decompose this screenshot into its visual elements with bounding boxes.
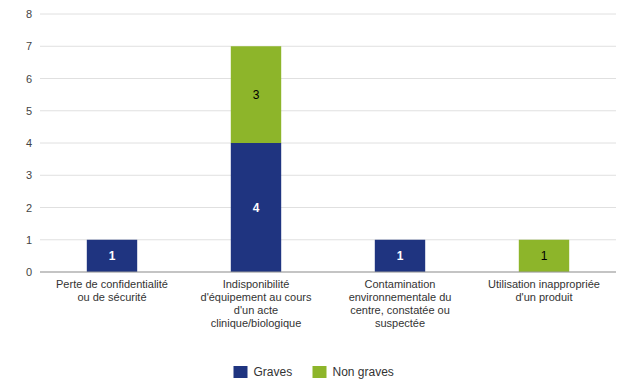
bar-segment <box>375 240 425 272</box>
y-axis: 0 1 2 3 4 5 6 7 8 <box>26 8 32 278</box>
chart-svg: 0 1 2 3 4 5 6 7 8 1 4 1 3 1 Perte de confidentialitéou… <box>0 0 631 392</box>
x-tick-label: Indisponibilitéd'équipement au coursd'un… <box>201 278 312 329</box>
grid-line <box>40 14 616 15</box>
x-tick-label: Contaminationenvironnementale ducentre, … <box>349 278 452 329</box>
data-label: 1 <box>109 249 116 263</box>
grid-line <box>40 46 616 47</box>
bars <box>87 46 569 272</box>
y-tick-label: 3 <box>26 169 32 181</box>
y-tick-label: 7 <box>26 40 32 52</box>
y-tick-label: 6 <box>26 73 32 85</box>
legend-label: Non graves <box>333 365 394 379</box>
x-axis: Perte de confidentialitéou de sécurité In… <box>56 278 600 329</box>
y-tick-label: 0 <box>26 266 32 278</box>
grid-line <box>40 207 616 208</box>
grid-line <box>40 175 616 176</box>
data-labels: 1 4 1 3 1 <box>109 88 548 263</box>
grid <box>40 14 616 272</box>
grid-line <box>40 78 616 79</box>
y-tick-label: 5 <box>26 105 32 117</box>
bar-segment <box>231 46 281 143</box>
y-tick-label: 4 <box>26 137 32 149</box>
legend: Graves Non graves <box>234 365 394 379</box>
bar-segment <box>87 240 137 272</box>
x-axis-line <box>40 272 616 273</box>
grid-line <box>40 272 616 273</box>
legend-swatch <box>234 366 248 378</box>
y-tick-label: 1 <box>26 234 32 246</box>
bar-segment <box>375 239 425 240</box>
grid-line <box>40 143 616 144</box>
y-tick-label: 2 <box>26 202 32 214</box>
bar-segment <box>87 239 137 240</box>
data-label: 1 <box>397 249 404 263</box>
legend-swatch <box>313 366 327 378</box>
chart-container: 0 1 2 3 4 5 6 7 8 1 4 1 3 1 Perte de confidentialitéou… <box>0 0 631 392</box>
legend-label: Graves <box>254 365 293 379</box>
x-tick-label: Perte de confidentialitéou de sécurité <box>56 278 168 303</box>
x-tick-label: Utilisation inappropriéed'un produit <box>488 278 600 303</box>
y-tick-label: 8 <box>26 8 32 20</box>
data-label: 1 <box>541 249 548 263</box>
data-label: 3 <box>253 88 260 102</box>
data-label: 4 <box>253 201 260 215</box>
bar-segment <box>231 143 281 272</box>
grid-line <box>40 110 616 111</box>
bar-segment <box>519 240 569 272</box>
